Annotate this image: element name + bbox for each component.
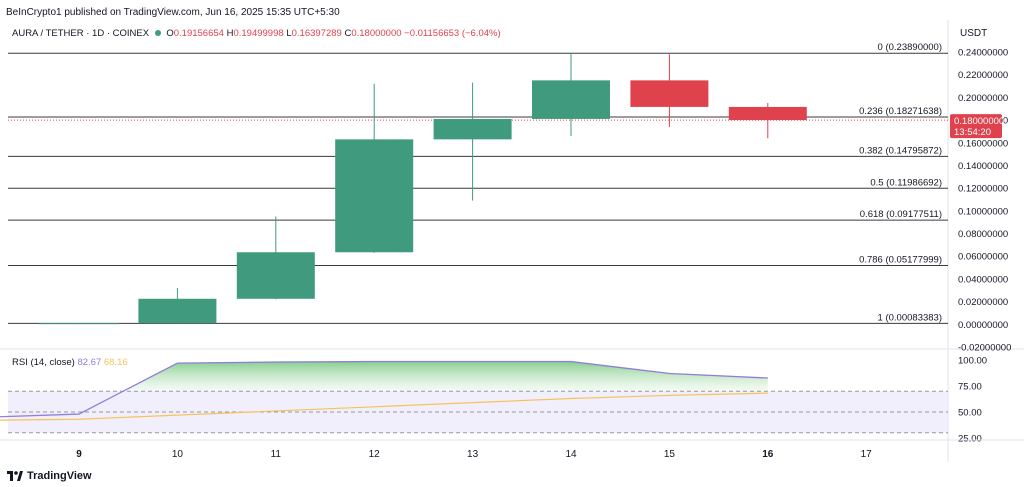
fib-label: 0.236 (0.18271638) xyxy=(859,106,942,117)
candle-body xyxy=(39,323,119,325)
time-tick-label: 11 xyxy=(271,449,282,460)
close-label: C xyxy=(344,28,352,39)
open-value: 0.19156654 xyxy=(173,28,224,39)
fib-levels: 0 (0.23890000) 0.236 (0.18271638) 0.382 (0… xyxy=(8,42,948,324)
price-tick-label: 0.00000000 xyxy=(958,320,1008,331)
price-tick-label: 0.06000000 xyxy=(958,252,1008,263)
rsi-tick-label: 75.00 xyxy=(958,382,982,393)
low-label: L xyxy=(286,28,292,39)
price-tick-label: 0.02000000 xyxy=(958,297,1008,308)
time-tick-label: 16 xyxy=(762,449,774,460)
change-value: −0.01156653 (−6.04%) xyxy=(404,28,501,39)
time-tick-label: 17 xyxy=(861,449,873,460)
price-tick-label: 0.10000000 xyxy=(958,206,1008,217)
fib-label: 1 (0.00083383) xyxy=(878,312,942,323)
last-price-tag: 0.18000000 13:54:20 xyxy=(950,114,1004,139)
rsi-value: 82.67 xyxy=(77,357,102,368)
price-tick-label: 0.08000000 xyxy=(958,229,1008,240)
close-value: 0.18000000 xyxy=(351,28,402,39)
rsi-tick-label: 100.00 xyxy=(958,356,987,367)
status-dot-icon xyxy=(154,30,161,36)
symbol-legend[interactable]: AURA / TETHER · 1D · COINEX O0.19156654 … xyxy=(12,28,501,39)
candle-body xyxy=(433,118,512,140)
price-tick-label: 0.14000000 xyxy=(958,161,1008,172)
fib-label: 0.5 (0.11986692) xyxy=(870,177,942,188)
candle-body xyxy=(630,80,709,107)
time-tick-label: 10 xyxy=(172,449,184,460)
price-tick-label: 0.04000000 xyxy=(958,274,1008,285)
publisher-line: BeInCrypto1 published on TradingView.com… xyxy=(6,7,340,18)
time-tick-label: 12 xyxy=(369,449,381,460)
fib-label: 0 (0.23890000) xyxy=(878,42,942,53)
rsi-axis[interactable]: 100.00 75.00 50.00 25.00 xyxy=(958,356,987,445)
price-axis[interactable]: 0.240000000.220000000.200000000.18000000… xyxy=(958,48,1011,354)
candle-body xyxy=(138,298,217,324)
last-price-countdown: 13:54:20 xyxy=(954,127,991,138)
currency-label: USDT xyxy=(960,28,987,39)
last-price-value: 0.18000000 xyxy=(954,116,1004,127)
tradingview-logo-icon xyxy=(7,471,23,481)
fib-label: 0.382 (0.14795872) xyxy=(859,145,942,156)
time-tick-label: 13 xyxy=(467,449,479,460)
tradingview-logo[interactable]: TradingView xyxy=(7,470,92,482)
low-value: 0.16397289 xyxy=(291,28,342,39)
last-price-tag-bg xyxy=(950,114,1002,139)
rsi-ma-line xyxy=(0,392,768,421)
rsi-pane xyxy=(0,360,948,434)
rsi-legend[interactable]: RSI (14, close) 82.67 68.16 xyxy=(12,357,128,368)
candle-body xyxy=(728,106,807,121)
high-value: 0.19499998 xyxy=(233,28,284,39)
open-label: O xyxy=(166,28,174,39)
price-tick-label: 0.12000000 xyxy=(958,184,1008,195)
time-tick-label: 9 xyxy=(76,449,82,460)
candle-body xyxy=(335,139,414,253)
price-tick-label: 0.22000000 xyxy=(958,70,1008,81)
candle-body xyxy=(532,80,610,119)
tradingview-logo-text: TradingView xyxy=(27,470,92,482)
rsi-line xyxy=(0,360,768,418)
rsi-name[interactable]: RSI (14, close) xyxy=(12,357,75,368)
rsi-ma-value: 68.16 xyxy=(103,357,128,368)
price-tick-label: 0.20000000 xyxy=(958,93,1008,104)
price-tick-label: 0.16000000 xyxy=(958,138,1008,149)
rsi-overbought-fill xyxy=(123,361,768,392)
candles xyxy=(39,53,807,325)
fib-label: 0.786 (0.05177999) xyxy=(859,255,942,266)
candle-body xyxy=(236,252,315,299)
time-tick-label: 14 xyxy=(565,449,577,460)
rsi-tick-label: 25.00 xyxy=(958,434,982,445)
fib-label: 0.618 (0.09177511) xyxy=(860,209,942,220)
symbol-name[interactable]: AURA / TETHER · 1D · COINEX xyxy=(12,28,150,39)
time-axis[interactable]: 9 10 11 12 13 14 15 16 17 xyxy=(0,439,1024,460)
price-tick-label: -0.02000000 xyxy=(958,343,1011,354)
gridlines xyxy=(0,20,1024,462)
rsi-tick-label: 50.00 xyxy=(958,408,982,419)
price-tick-label: 0.24000000 xyxy=(958,48,1008,59)
high-label: H xyxy=(226,28,234,39)
time-tick-label: 15 xyxy=(664,449,676,460)
